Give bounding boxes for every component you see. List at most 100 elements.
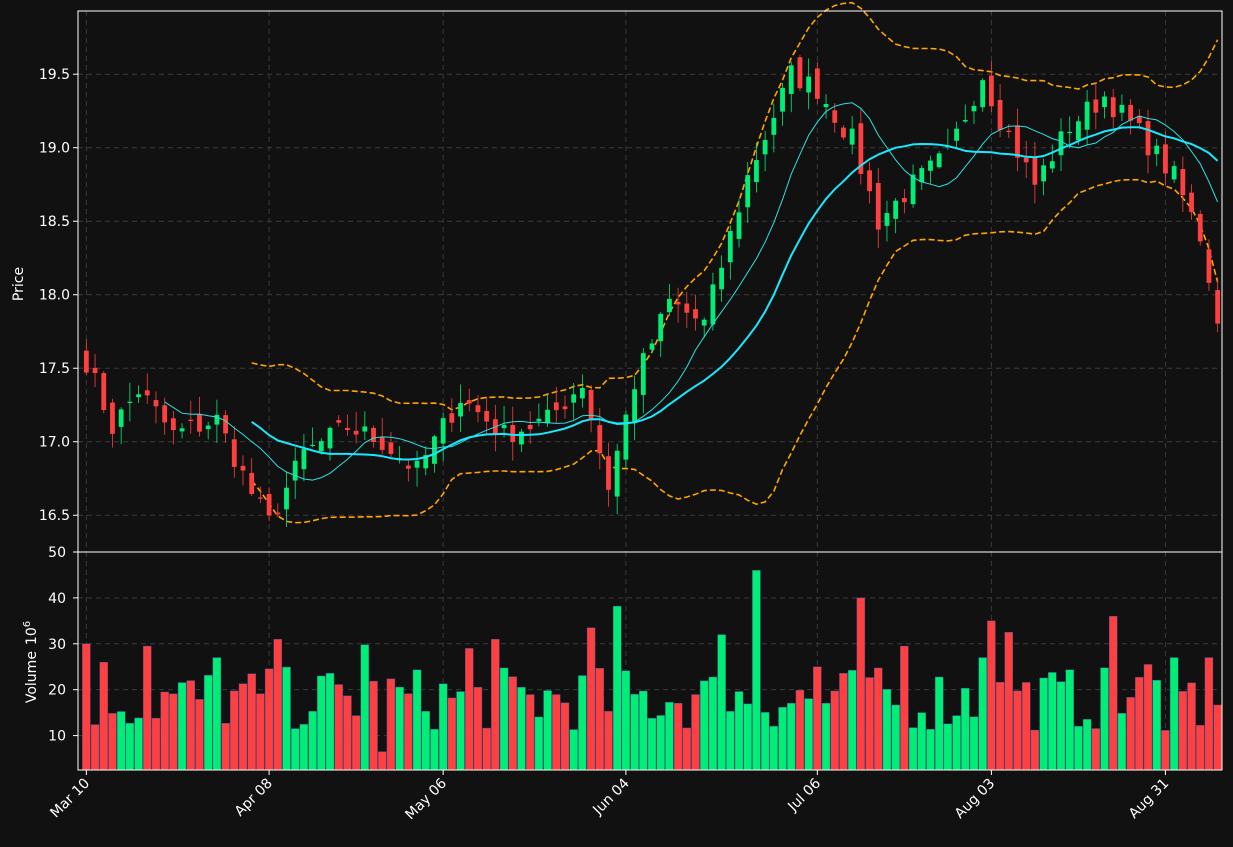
volume-bar	[230, 690, 239, 771]
volume-bar	[813, 666, 822, 771]
candle-body	[153, 400, 159, 407]
candle-body	[806, 76, 812, 93]
volume-bar	[299, 724, 309, 771]
volume-bar	[1082, 719, 1092, 771]
candle-body	[92, 367, 98, 374]
candle-body	[997, 99, 1003, 131]
volume-bar	[543, 690, 552, 771]
price-grid	[78, 11, 1222, 552]
volume-bar	[108, 713, 117, 771]
volume-bar	[612, 605, 622, 771]
candle-body	[362, 426, 368, 432]
candle-body	[197, 414, 202, 432]
candle-body	[1023, 157, 1029, 163]
volume-bar	[760, 712, 770, 771]
candle-body	[710, 284, 716, 325]
volume-bar	[726, 711, 735, 771]
volume-bar	[673, 703, 683, 771]
volume-bar	[456, 691, 465, 771]
volume-bar	[395, 686, 404, 771]
volume-bar	[1091, 728, 1101, 771]
volume-bar	[1065, 669, 1074, 771]
volume-bar	[734, 691, 744, 771]
volume-bar	[900, 645, 909, 771]
candle-body	[310, 444, 316, 447]
price-tick-label: 18.0	[39, 288, 70, 304]
volume-bar	[169, 693, 178, 771]
volume-bar	[412, 669, 422, 771]
volume-bar	[1109, 616, 1118, 771]
volume-bar	[943, 723, 953, 771]
volume-bar	[317, 675, 326, 771]
volume-bar	[273, 639, 283, 771]
volume-tick-label: 10	[48, 729, 66, 745]
volume-bar	[821, 703, 831, 771]
volume-bar	[343, 695, 352, 771]
volume-bar	[334, 684, 343, 771]
candle-body	[205, 425, 211, 430]
candle-body	[640, 353, 646, 395]
volume-axis-title: Volume 106	[22, 621, 40, 703]
candle-body	[1093, 99, 1099, 113]
volume-bar	[1169, 657, 1179, 771]
volume-bar	[882, 689, 892, 771]
candle-body	[336, 420, 342, 423]
candle-body	[405, 465, 411, 469]
volume-axis-unit-exponent: 6	[22, 621, 33, 627]
lower-band-line	[251, 178, 1219, 524]
candle-body	[292, 460, 298, 481]
volume-bar	[473, 686, 483, 771]
volume-axis-title-text: Volume	[24, 651, 40, 703]
x-tick-label: Mar 10	[47, 776, 93, 822]
x-tick-label: Jul 06	[784, 775, 824, 815]
candle-body	[762, 139, 768, 155]
volume-bar	[238, 683, 248, 771]
candle-body	[1154, 145, 1160, 155]
volume-bar	[647, 718, 657, 771]
candle-body	[875, 182, 881, 230]
volume-bar	[752, 570, 761, 771]
volume-bar	[1152, 679, 1161, 771]
volume-bar	[856, 597, 866, 771]
candle-body	[928, 160, 933, 171]
candle-body	[440, 418, 446, 444]
candle-body	[118, 409, 124, 427]
candle-body	[1119, 104, 1125, 113]
candle-body	[110, 402, 115, 434]
volume-bar	[116, 711, 126, 771]
candle-body	[553, 402, 559, 411]
candle-body	[536, 418, 542, 422]
volume-bar	[430, 728, 439, 771]
candle-body	[353, 430, 359, 435]
volume-bar	[978, 657, 987, 771]
candle-body	[127, 401, 133, 404]
volume-bar	[995, 681, 1005, 771]
volume-bar	[1030, 729, 1040, 771]
volume-bar	[639, 690, 648, 771]
volume-bar	[290, 728, 300, 771]
candle-body	[519, 431, 524, 445]
volume-bar	[1004, 632, 1014, 771]
volume-bar	[465, 648, 474, 771]
candle-body	[1128, 104, 1134, 121]
volume-bar	[830, 690, 839, 771]
volume-bar	[1021, 682, 1031, 771]
candle-body	[1136, 115, 1142, 124]
price-tick-label: 16.5	[39, 508, 70, 524]
volume-bar	[499, 667, 509, 771]
volume-bar	[325, 673, 335, 771]
volume-bar	[482, 727, 491, 771]
candle-body	[275, 512, 281, 515]
volume-bar	[987, 620, 996, 771]
volume-bar	[665, 702, 674, 771]
volume-bar	[195, 699, 204, 771]
volume-bar	[874, 667, 883, 771]
candle-body	[884, 213, 890, 226]
candle-body	[144, 390, 150, 396]
candle-body	[179, 428, 185, 432]
candle-body	[1171, 166, 1177, 180]
candle-body	[719, 267, 725, 290]
volume-bar	[552, 694, 561, 771]
candle-body	[214, 414, 220, 425]
